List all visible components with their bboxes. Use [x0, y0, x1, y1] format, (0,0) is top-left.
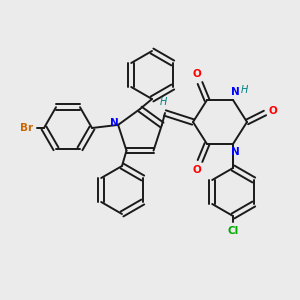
Text: O: O [193, 69, 201, 79]
Text: H: H [240, 85, 248, 95]
Text: O: O [268, 106, 278, 116]
Text: N: N [231, 87, 239, 97]
Text: Cl: Cl [227, 226, 239, 236]
Text: O: O [193, 165, 201, 175]
Text: H: H [159, 97, 167, 107]
Text: N: N [110, 118, 118, 128]
Text: Br: Br [20, 123, 34, 133]
Text: N: N [231, 147, 239, 157]
